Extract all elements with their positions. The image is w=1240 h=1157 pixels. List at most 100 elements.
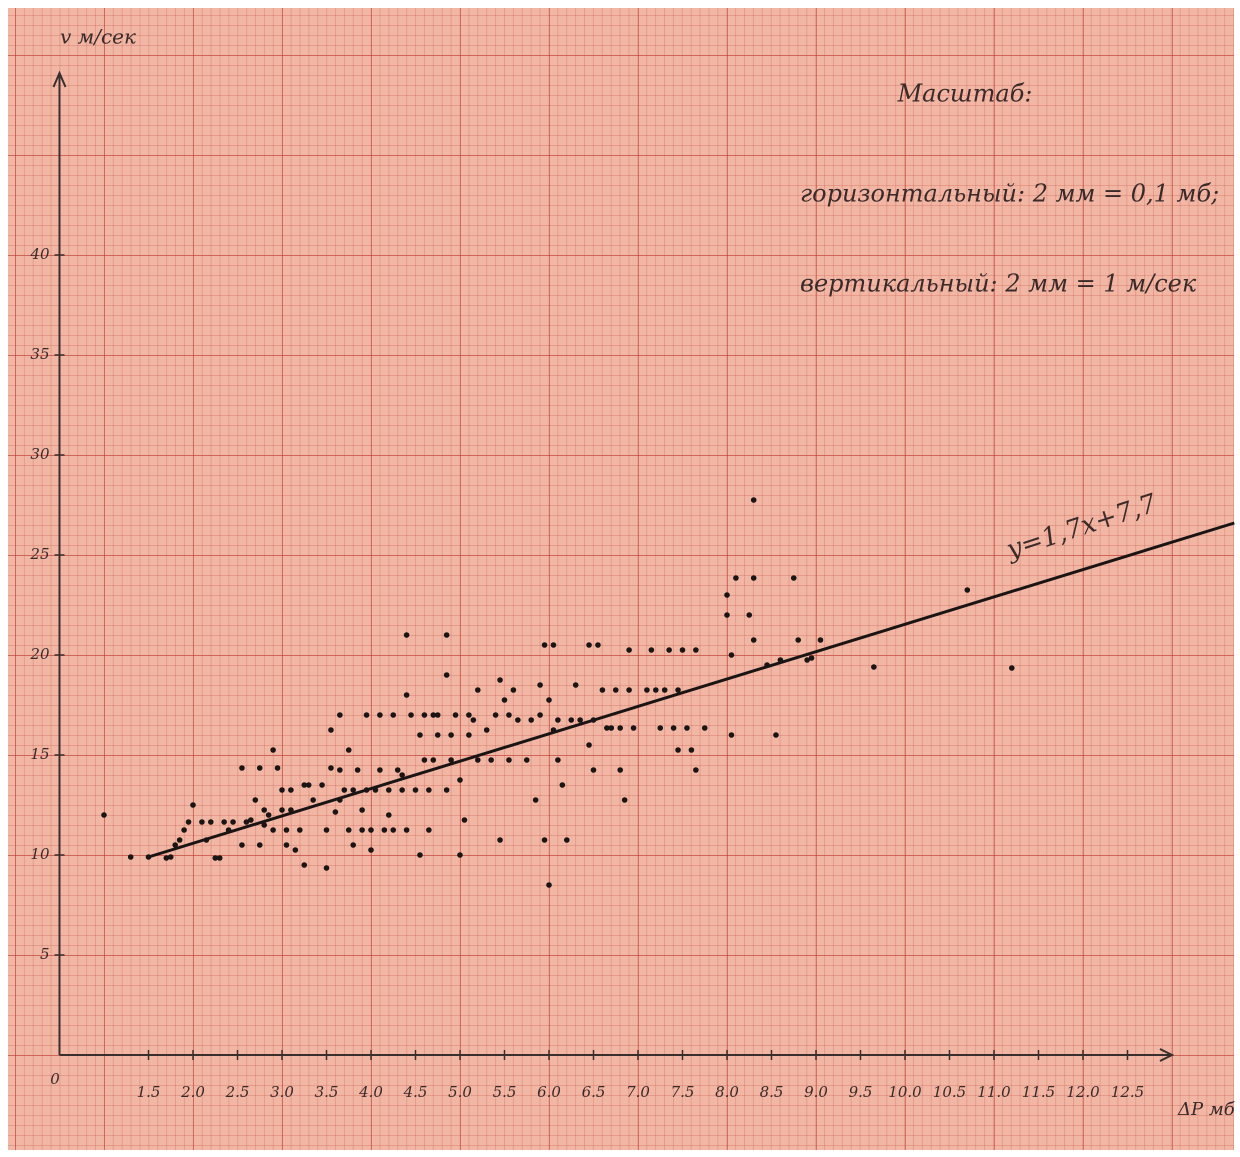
data-point — [497, 837, 503, 843]
data-point — [809, 655, 815, 661]
x-tick-label: 4.0 — [358, 1083, 383, 1101]
data-point — [377, 767, 383, 773]
data-point — [871, 664, 877, 670]
data-point — [337, 712, 343, 718]
x-tick-label: 7.5 — [671, 1083, 695, 1101]
x-tick-label: 6.5 — [582, 1083, 606, 1101]
data-point — [462, 817, 468, 823]
y-tick-label: 15 — [30, 745, 49, 763]
data-point — [751, 575, 757, 581]
data-point — [346, 827, 352, 833]
x-tick-label: 9.5 — [849, 1083, 873, 1101]
x-tick-label: 5.5 — [493, 1083, 517, 1101]
data-point — [675, 747, 681, 753]
data-point — [350, 842, 356, 848]
data-point — [190, 802, 196, 808]
x-tick-label: 8.5 — [760, 1083, 784, 1101]
data-point — [324, 865, 330, 871]
data-point — [546, 697, 552, 703]
data-point — [773, 732, 779, 738]
data-point — [680, 647, 686, 653]
data-point — [511, 687, 517, 693]
data-point — [284, 827, 290, 833]
data-point — [417, 852, 423, 858]
data-point — [310, 797, 316, 803]
data-point — [342, 787, 348, 793]
data-point — [506, 712, 512, 718]
data-point — [524, 757, 530, 763]
data-point — [293, 847, 299, 853]
data-point — [586, 742, 592, 748]
data-point — [239, 842, 245, 848]
data-point — [355, 767, 361, 773]
data-point — [626, 647, 632, 653]
data-point — [751, 497, 757, 503]
data-point — [377, 712, 383, 718]
data-point — [493, 712, 499, 718]
x-tick-label: 8.0 — [715, 1083, 739, 1101]
data-point — [965, 587, 971, 593]
data-point — [181, 827, 187, 833]
data-point — [693, 767, 699, 773]
data-point — [404, 632, 410, 638]
data-point — [364, 712, 370, 718]
x-tick-label: 11.0 — [977, 1083, 1011, 1101]
data-point — [626, 687, 632, 693]
data-point — [319, 782, 325, 788]
x-tick-label: 12.5 — [1111, 1083, 1144, 1101]
data-point — [101, 812, 107, 818]
data-point — [502, 697, 508, 703]
data-point — [555, 757, 561, 763]
data-point — [573, 682, 579, 688]
data-point — [279, 787, 285, 793]
data-point — [399, 787, 405, 793]
chart: Масштаб: горизонтальный: 2 мм = 0,1 мб; … — [0, 0, 1240, 1157]
x-tick-label: 6.0 — [537, 1083, 561, 1101]
data-point — [818, 637, 824, 643]
data-point — [546, 882, 552, 888]
data-point — [404, 827, 410, 833]
data-point — [533, 797, 539, 803]
data-point — [386, 812, 392, 818]
data-point — [328, 765, 334, 771]
data-point — [457, 777, 463, 783]
x-tick-label: 3.0 — [270, 1083, 294, 1101]
data-point — [564, 837, 570, 843]
data-point — [631, 725, 637, 731]
data-point — [270, 827, 276, 833]
data-point — [230, 819, 236, 825]
data-point — [551, 642, 557, 648]
data-point — [337, 767, 343, 773]
data-point — [422, 757, 428, 763]
data-point — [284, 842, 290, 848]
data-point — [613, 687, 619, 693]
data-point — [751, 637, 757, 643]
y-axis-label: v м/сек — [60, 25, 136, 49]
data-point — [586, 642, 592, 648]
page: {"chart_data": { "type": "scatter", "tit… — [0, 0, 1240, 1157]
data-point — [431, 757, 437, 763]
data-point — [537, 682, 543, 688]
x-tick-label: 2.0 — [180, 1083, 205, 1101]
data-point — [649, 647, 655, 653]
data-point — [542, 837, 548, 843]
data-point — [288, 787, 294, 793]
origin-label: 0 — [50, 1070, 60, 1088]
x-tick-label: 11.5 — [1022, 1083, 1055, 1101]
data-point — [475, 757, 481, 763]
data-point — [746, 612, 752, 618]
data-point — [448, 732, 454, 738]
data-point — [413, 787, 419, 793]
x-tick-label: 2.5 — [225, 1083, 250, 1101]
data-point — [221, 819, 227, 825]
data-point — [270, 747, 276, 753]
x-tick-label: 4.5 — [403, 1083, 428, 1101]
data-point — [600, 687, 606, 693]
data-point — [617, 767, 623, 773]
data-point — [657, 725, 663, 731]
data-point — [168, 854, 174, 860]
data-point — [453, 712, 459, 718]
data-point — [248, 817, 254, 823]
data-point — [346, 747, 352, 753]
data-point — [257, 842, 263, 848]
